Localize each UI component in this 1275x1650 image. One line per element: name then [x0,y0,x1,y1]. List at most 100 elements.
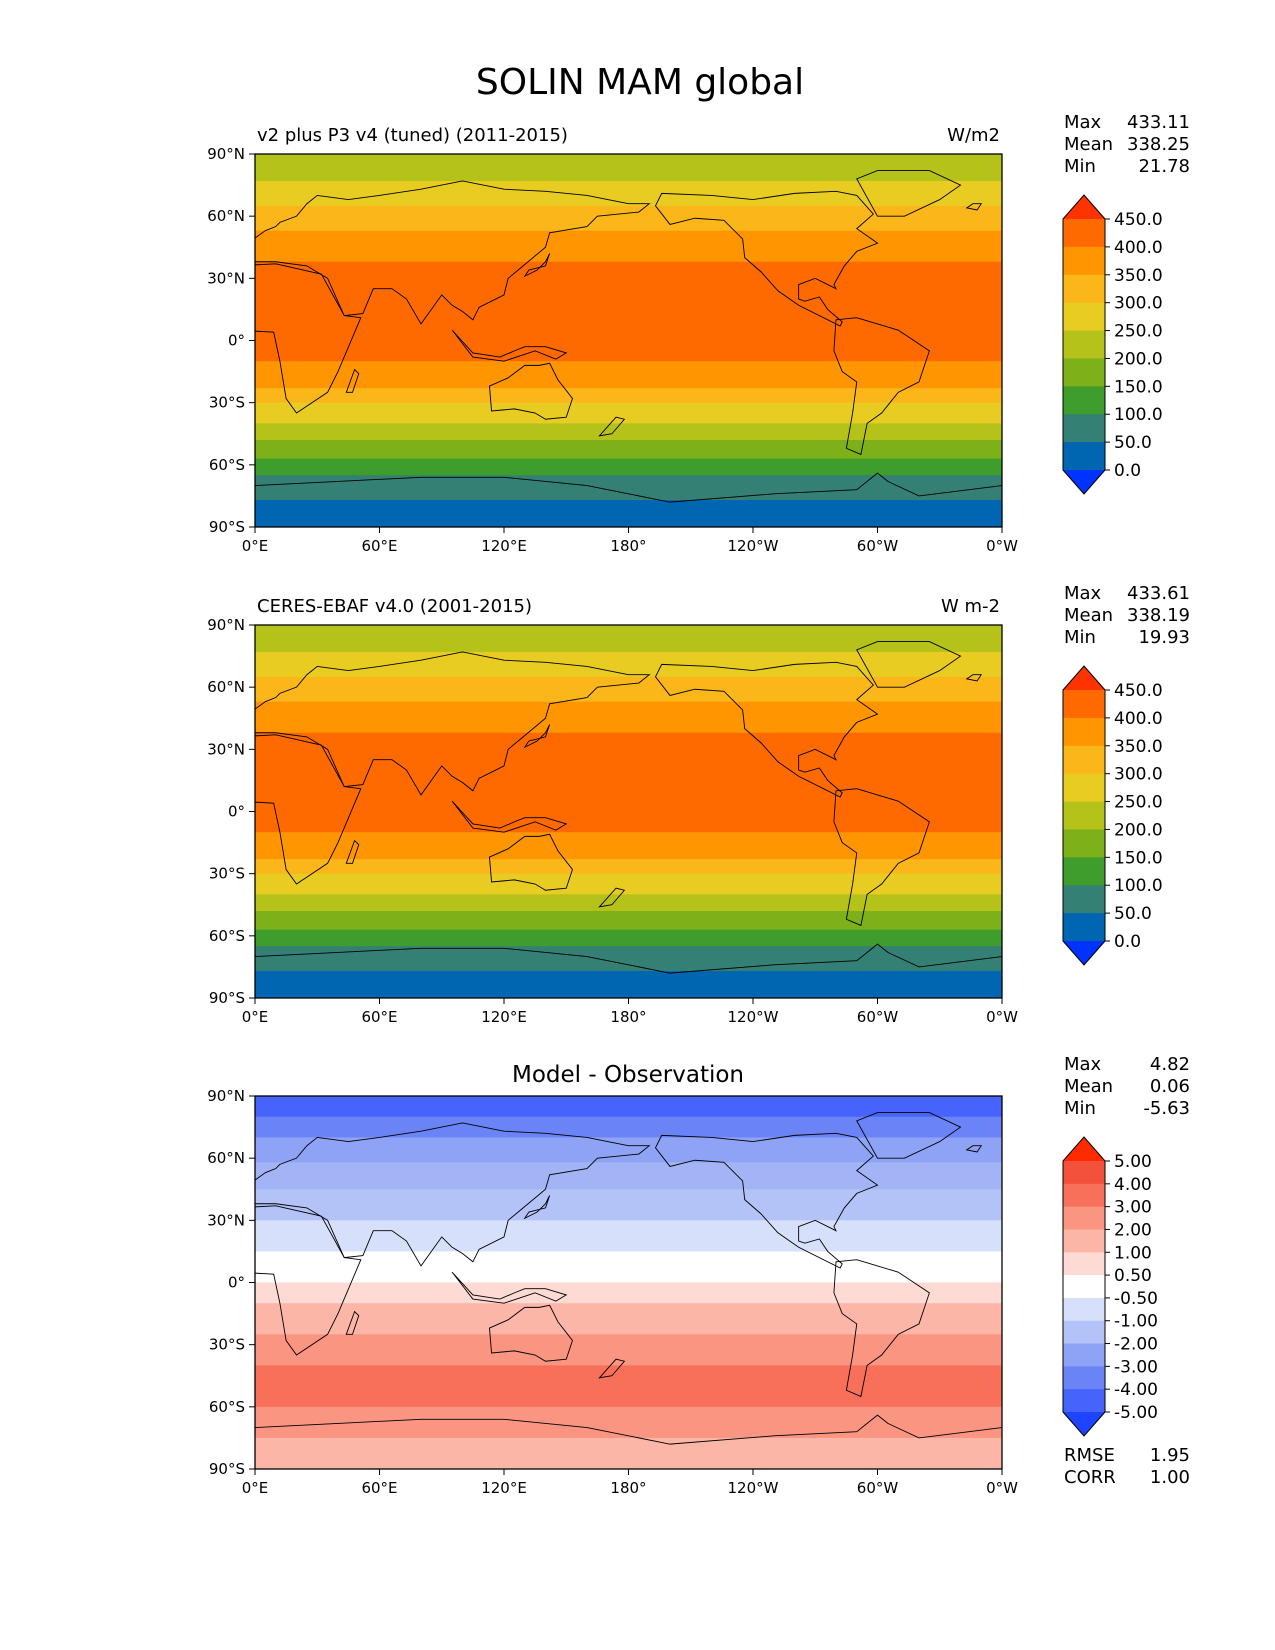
coastline [833,788,930,927]
colorbar-segment [1063,1275,1105,1299]
coastline [856,170,962,217]
lon-label: 60°E [361,537,397,555]
colorbar-label: 450.0 [1114,210,1163,230]
lon-label: 0°E [242,1008,269,1026]
field-band [255,1162,1002,1190]
field-band [255,701,1002,734]
panel-observation: CERES-EBAF v4.0 (2001-2015) W m-2 90°N 60… [207,583,1190,1026]
colorbar-label: 0.0 [1114,932,1141,952]
coastline [255,1122,651,1267]
panel-title-left: v2 plus P3 v4 (tuned) (2011-2015) [257,125,568,146]
lon-label: 180° [610,1008,646,1026]
panel-title-center: Model - Observation [512,1062,744,1088]
field-band [255,388,1002,404]
coastline [965,203,983,211]
colorbar-label: 300.0 [1114,294,1163,314]
lat-label: 30°N [207,269,245,287]
colorbar-label: 1.00 [1114,1243,1152,1263]
stat-label: Min [1064,156,1096,177]
solin-field-map [255,154,1002,527]
field-band [255,873,1002,895]
lon-label: 60°E [361,1479,397,1497]
lat-label: 0° [228,803,245,821]
coastline [255,1205,362,1356]
panel-units: W/m2 [947,125,1000,146]
colorbar-segment [1063,717,1105,747]
field-band [255,1365,1002,1408]
field-band [255,859,1002,875]
field-band [255,402,1002,424]
colorbar-extend-max [1063,666,1105,690]
lat-label: 60°N [207,207,245,225]
field-band [255,261,1002,362]
field-band [255,1116,1002,1138]
colorbar-label: -0.50 [1114,1289,1158,1309]
field-band [255,1282,1002,1304]
coastline [523,1195,551,1220]
colorbar-label: 350.0 [1114,266,1163,286]
field-band [255,154,1002,182]
colorbar: 450.0 400.0 350.0 300.0 250.0 200.0 150.0 100.0… [1062,665,1163,966]
coastline [255,651,651,796]
coastline [488,833,573,891]
lat-label: 90°S [209,518,245,536]
colorbar-segment [1063,801,1105,830]
field-band [255,423,1002,441]
colorbar-segment [1063,1366,1105,1390]
panel-title-left: CERES-EBAF v4.0 (2001-2015) [257,596,532,617]
coastline [255,472,1002,527]
lon-label: 60°E [361,1008,397,1026]
field-band [255,625,1002,653]
lat-label: 90°N [207,1087,245,1105]
lon-label: 0°W [986,1008,1018,1026]
colorbar-label: 150.0 [1114,848,1163,868]
colorbar-label: -1.00 [1114,1312,1158,1332]
colorbar-segment [1063,690,1105,719]
coastline [451,329,568,362]
lat-label: 0° [228,1274,245,1292]
lat-label: 60°N [207,1149,245,1167]
stat-label: Max [1064,1054,1102,1075]
coastline [345,1310,360,1335]
colorbar-label: 400.0 [1114,238,1163,258]
stats-box: Max 433.61 Mean 338.19 Min 19.93 [1064,583,1190,648]
field-band [255,1220,1002,1252]
coastline [654,190,879,327]
stat-label: Min [1064,627,1096,648]
stat-label: RMSE [1064,1445,1115,1466]
panel-model: v2 plus P3 v4 (tuned) (2011-2015) W/m2 9… [207,112,1190,555]
lon-label: 60°W [857,537,899,555]
colorbar-label: -2.00 [1114,1335,1158,1355]
difference-field-map [255,1096,1002,1469]
coastline [856,1112,962,1159]
colorbar-segment [1063,913,1105,942]
colorbar-segment [1063,1161,1105,1185]
colorbar-label: 50.0 [1114,433,1152,453]
stat-label: Mean [1064,1076,1113,1097]
coastline [654,661,879,798]
stat-value: 433.11 [1127,112,1190,133]
lat-label: 60°N [207,678,245,696]
solin-field-map [255,625,1002,998]
field-band [255,1334,1002,1366]
panel-units: W m-2 [941,596,1000,617]
lat-label: 30°S [209,1336,245,1354]
stat-label: Mean [1064,134,1113,155]
colorbar-segment [1063,330,1105,359]
colorbar-segment [1063,1389,1105,1413]
colorbar-segment [1063,745,1105,775]
map-axis-ticks: 90°N 60°N 30°N 0° 30°S 60°S 90°S0°E 60°E 120°E 18… [207,616,1018,1026]
figure-title: SOLIN MAM global [476,62,804,103]
field-band [255,946,1002,972]
colorbar-segment [1063,219,1105,248]
lat-label: 30°N [207,1211,245,1229]
colorbar-segment [1063,1229,1105,1253]
stat-value: 4.82 [1150,1054,1190,1075]
coastline [255,180,651,325]
field-band [255,230,1002,263]
coastlines [255,1112,1002,1469]
stat-value: 0.06 [1150,1076,1190,1097]
coastline [255,734,362,885]
colorbar-label: 3.00 [1114,1198,1152,1218]
